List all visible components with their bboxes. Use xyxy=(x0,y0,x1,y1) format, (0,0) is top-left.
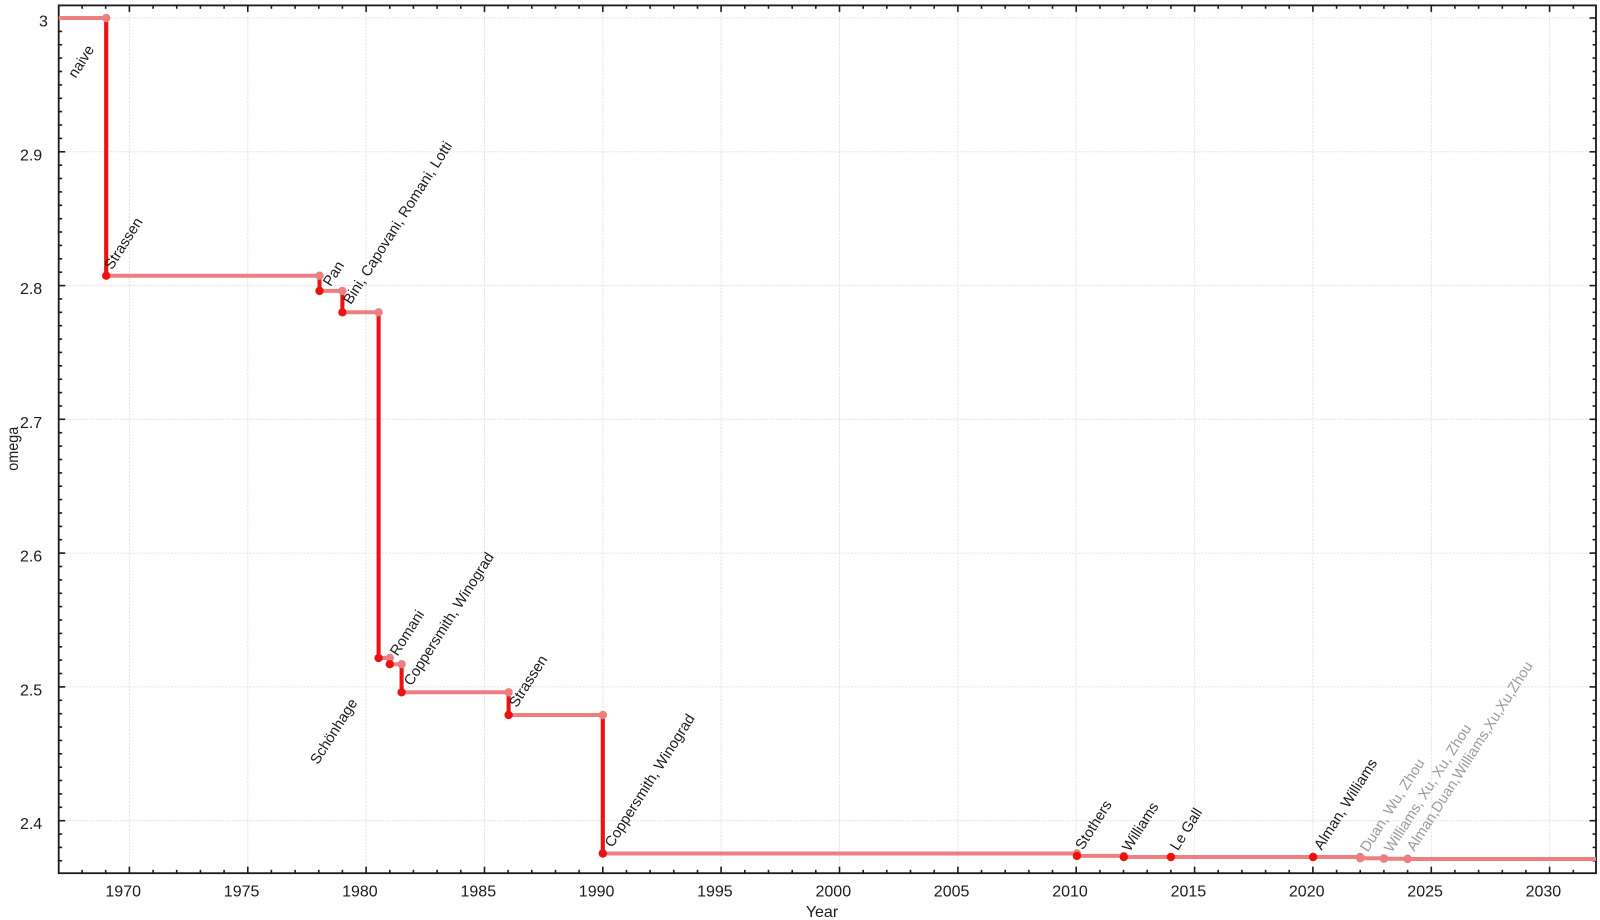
svg-text:2025: 2025 xyxy=(1407,884,1443,901)
svg-text:1990: 1990 xyxy=(579,884,615,901)
svg-text:1975: 1975 xyxy=(224,884,260,901)
svg-text:1985: 1985 xyxy=(461,884,497,901)
svg-text:2000: 2000 xyxy=(816,884,852,901)
svg-text:2010: 2010 xyxy=(1052,884,1088,901)
svg-text:2.7: 2.7 xyxy=(20,415,42,432)
svg-text:2030: 2030 xyxy=(1526,884,1562,901)
svg-text:Year: Year xyxy=(806,904,839,920)
svg-text:3: 3 xyxy=(39,14,48,31)
svg-text:omega: omega xyxy=(5,427,22,471)
svg-text:2.5: 2.5 xyxy=(20,682,42,699)
svg-text:2.8: 2.8 xyxy=(20,281,42,298)
svg-text:1980: 1980 xyxy=(342,884,378,901)
svg-text:1995: 1995 xyxy=(697,884,733,901)
svg-text:2.4: 2.4 xyxy=(20,816,42,833)
svg-text:2020: 2020 xyxy=(1289,884,1325,901)
svg-text:2005: 2005 xyxy=(934,884,970,901)
svg-text:2.6: 2.6 xyxy=(20,549,42,566)
svg-text:2.9: 2.9 xyxy=(20,147,42,164)
svg-text:1970: 1970 xyxy=(105,884,141,901)
svg-text:2015: 2015 xyxy=(1171,884,1207,901)
